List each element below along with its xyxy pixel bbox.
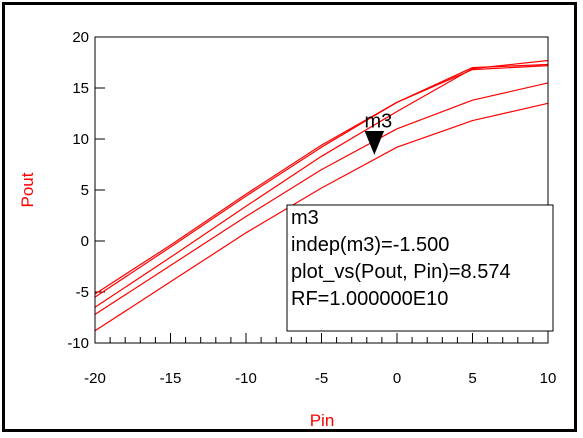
series-line-5 [94,102,549,332]
readout-line-value: plot_vs(Pout, Pin)=8.574 [291,261,511,283]
x-tick-label: 5 [468,370,476,387]
marker-layer: m3 [364,111,392,155]
marker-label: m3 [364,111,392,133]
series-line-3 [94,59,549,308]
series-line-4 [94,82,549,315]
x-tick-label: -15 [160,370,182,387]
y-tick-label: -5 [76,284,89,301]
series-line-2 [94,65,549,298]
y-tick-label: 20 [72,29,89,46]
y-tick-label: 5 [81,182,89,199]
x-tick-label: -20 [84,370,106,387]
x-axis-title: Pin [310,411,335,430]
y-axis-title: Pout [18,172,37,207]
y-tick-label: 0 [81,233,89,250]
y-tick-label: -10 [67,335,89,352]
marker-m3-icon[interactable] [364,131,385,155]
y-tick-label: 10 [72,131,89,148]
series-layer [94,59,549,332]
x-tick-label: 0 [393,370,401,387]
x-tick-label: -5 [315,370,328,387]
marker-readout-box: m3 indep(m3)=-1.500 plot_vs(Pout, Pin)=8… [286,204,554,332]
readout-line-name: m3 [291,207,319,229]
marker-readout-border [286,204,554,332]
x-tick-label: 10 [540,370,557,387]
labels-layer: 20 15 10 5 0 -5 -10 -20 -15 -10 -5 0 5 10 [67,29,556,387]
plot-area-border [94,36,549,344]
series-line-1 [94,63,549,295]
y-tick-label: 15 [72,80,89,97]
readout-line-indep: indep(m3)=-1.500 [291,234,449,256]
readout-line-rf: RF=1.000000E10 [291,288,448,310]
x-tick-label: -10 [235,370,257,387]
